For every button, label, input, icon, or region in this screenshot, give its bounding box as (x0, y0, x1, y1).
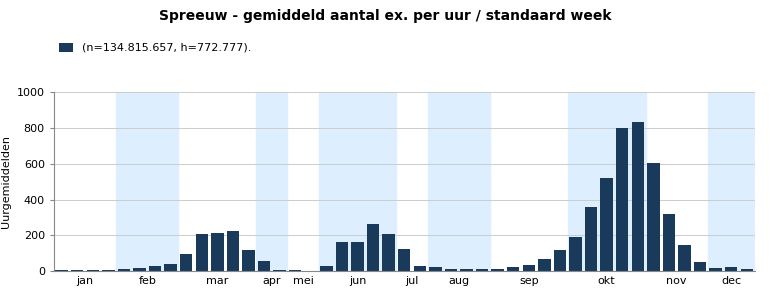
Bar (567, 92, 645, 271)
Bar (538, 259, 551, 271)
Bar (585, 207, 598, 271)
Bar (429, 267, 442, 271)
Bar (305, 270, 317, 271)
Bar (647, 163, 660, 271)
Bar (741, 269, 753, 271)
Bar (678, 245, 691, 271)
Bar (165, 264, 177, 271)
Bar (554, 250, 566, 271)
Bar (319, 92, 397, 271)
Bar (289, 270, 302, 271)
Text: Spreeuw - gemiddeld aantal ex. per uur / standaard week: Spreeuw - gemiddeld aantal ex. per uur /… (159, 9, 611, 23)
Bar (180, 254, 192, 271)
Bar (243, 249, 255, 271)
Bar (256, 92, 287, 271)
Bar (427, 92, 490, 271)
Bar (320, 266, 333, 271)
Bar (133, 268, 146, 271)
Bar (694, 262, 706, 271)
Bar (491, 269, 504, 271)
Bar (55, 270, 68, 271)
Bar (413, 266, 426, 271)
Legend: (n=134.815.657, h=772.777).: (n=134.815.657, h=772.777). (59, 43, 251, 53)
Y-axis label: Uurgemiddelden: Uurgemiddelden (2, 135, 12, 228)
Bar (86, 270, 99, 271)
Bar (336, 242, 348, 271)
Bar (71, 270, 83, 271)
Bar (226, 231, 239, 271)
Bar (460, 269, 473, 271)
Bar (725, 267, 738, 271)
Bar (616, 128, 628, 271)
Bar (196, 233, 208, 271)
Bar (569, 237, 582, 271)
Bar (523, 265, 535, 271)
Bar (102, 270, 115, 271)
Bar (507, 266, 520, 271)
Bar (258, 261, 270, 271)
Bar (211, 233, 223, 271)
Bar (149, 266, 162, 271)
Bar (631, 122, 644, 271)
Bar (398, 249, 410, 271)
Bar (273, 270, 286, 271)
Bar (445, 269, 457, 271)
Bar (351, 241, 363, 271)
Bar (116, 92, 179, 271)
Bar (118, 269, 130, 271)
Bar (383, 234, 395, 271)
Bar (709, 268, 722, 271)
Bar (708, 92, 755, 271)
Bar (367, 224, 380, 271)
Bar (663, 214, 675, 271)
Bar (476, 269, 488, 271)
Bar (601, 178, 613, 271)
